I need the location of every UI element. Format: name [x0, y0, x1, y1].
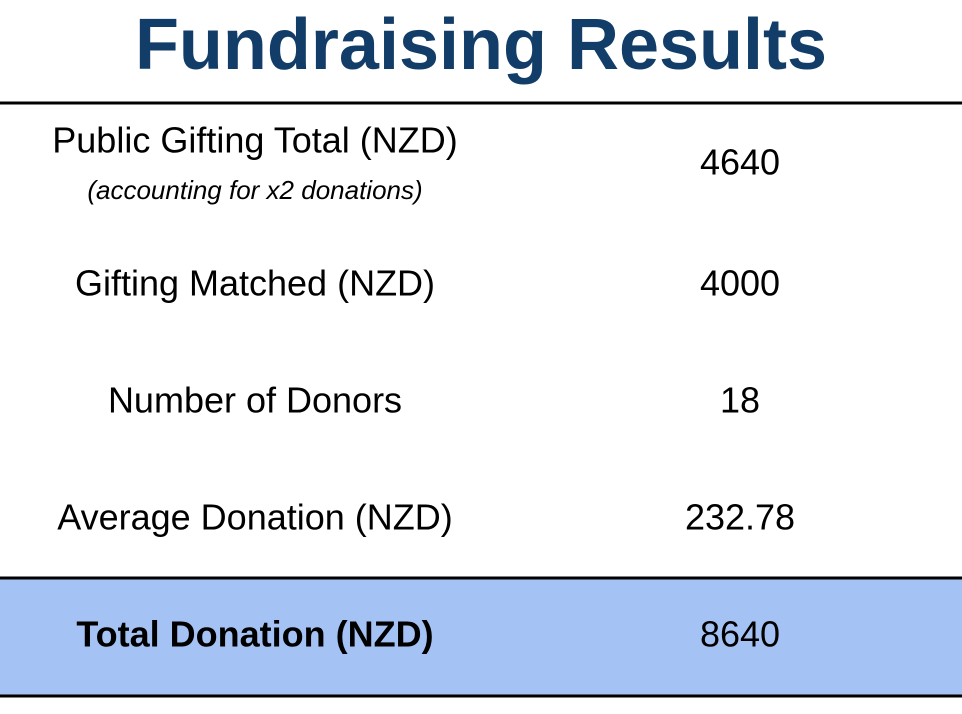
total-value: 8640: [700, 614, 780, 655]
row-value: 18: [720, 380, 760, 421]
row-note: (accounting for x2 donations): [87, 175, 422, 205]
row-value: 232.78: [685, 497, 795, 538]
total-label: Total Donation (NZD): [76, 614, 433, 655]
row-label: Number of Donors: [108, 380, 402, 421]
row-value: 4640: [700, 142, 780, 183]
total-row-background: [0, 578, 962, 696]
row-label: Public Gifting Total (NZD): [52, 120, 457, 161]
row-label: Gifting Matched (NZD): [75, 263, 435, 304]
row-label: Average Donation (NZD): [57, 497, 453, 538]
row-value: 4000: [700, 263, 780, 304]
title: Fundraising Results: [135, 5, 827, 85]
